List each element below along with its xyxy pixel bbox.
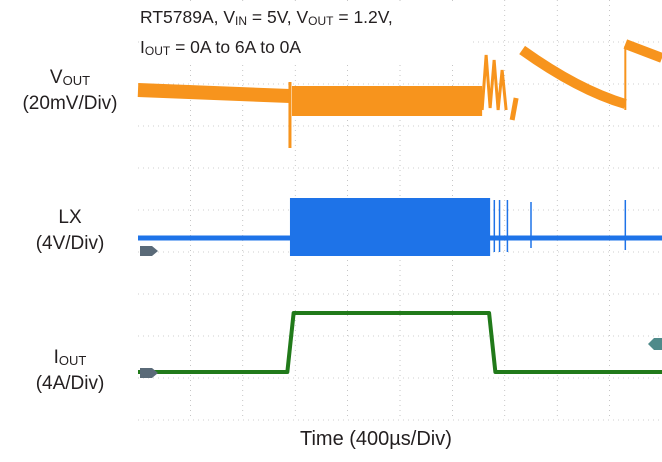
vout-trace-idle xyxy=(137,83,291,103)
lx-ground-marker xyxy=(140,246,158,256)
vout-step-out-ringing xyxy=(480,54,508,111)
vout-trace-loaded xyxy=(291,86,483,116)
channel-markers xyxy=(140,246,662,378)
vout-recovery-start xyxy=(509,97,519,121)
x-axis-label: Time (400µs/Div) xyxy=(300,428,452,450)
iout-trace xyxy=(138,311,662,374)
lx-switching-burst xyxy=(289,198,491,256)
lx-channel-label: LX (4V/Div) xyxy=(35,207,105,254)
offset-marker xyxy=(648,338,662,350)
iout-ground-marker xyxy=(140,368,158,378)
vout-recovery-1 xyxy=(519,45,627,109)
chart-title: RT5789A, VIN = 5V, VOUT = 1.2V, IOUT = 0… xyxy=(140,4,470,64)
traces xyxy=(137,39,662,374)
vout-recovery-2 xyxy=(623,39,662,63)
iout-channel-label: IOUT (4A/Div) xyxy=(35,347,105,394)
vout-channel-label: VOUT (20mV/Div) xyxy=(22,67,118,114)
